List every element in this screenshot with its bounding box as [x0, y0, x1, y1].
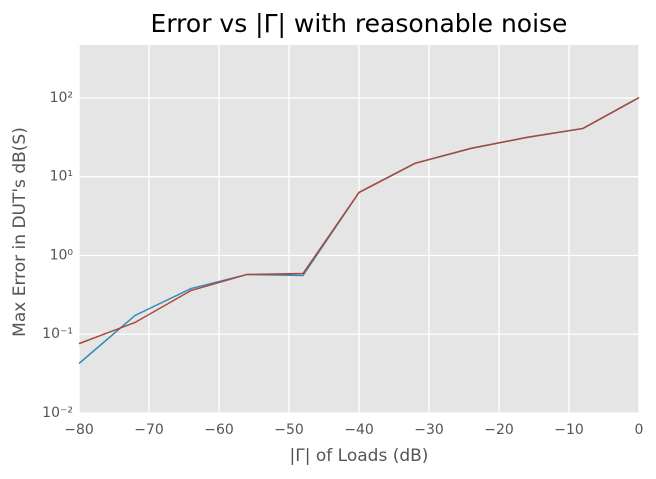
x-tick-label: 0 [635, 422, 644, 438]
x-tick-label: −60 [204, 422, 234, 438]
y-tick-label: 10⁻¹ [42, 326, 73, 342]
chart-title: Error vs |Γ| with reasonable noise [151, 9, 568, 38]
x-tick-label: −50 [274, 422, 304, 438]
y-tick-label: 10⁰ [50, 247, 74, 263]
x-tick-label: −40 [344, 422, 374, 438]
y-tick-label: 10² [50, 90, 73, 106]
series-line [78, 96, 640, 345]
x-tick-label: −80 [64, 422, 94, 438]
lines [78, 96, 640, 365]
x-tick-label: −30 [414, 422, 444, 438]
x-tick-label: −70 [134, 422, 164, 438]
grid [78, 45, 640, 414]
x-tick-label: −10 [554, 422, 584, 438]
y-tick-label: 10⁻² [42, 405, 73, 421]
x-tick-label: −20 [484, 422, 514, 438]
x-axis-label: |Γ| of Loads (dB) [290, 446, 429, 466]
y-tick-label: 10¹ [50, 169, 73, 185]
y-axis-label: Max Error in DUT's dB(S) [10, 127, 30, 337]
